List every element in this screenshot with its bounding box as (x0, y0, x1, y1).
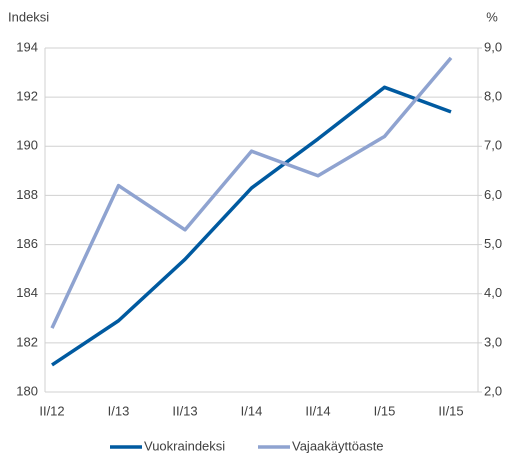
y2-tick-label: 7,0 (484, 138, 502, 153)
y2-axis-label: % (486, 9, 498, 24)
y2-tick-label: 5,0 (484, 236, 502, 251)
y2-tick-label: 6,0 (484, 187, 502, 202)
y-axis-label: Indeksi (8, 9, 49, 24)
y2-tick-label: 8,0 (484, 89, 502, 104)
legend-label: Vuokraindeksi (144, 438, 225, 453)
y2-tick-label: 9,0 (484, 39, 502, 54)
y-tick-label: 194 (16, 39, 38, 54)
legend-label: Vajaakäyttöaste (292, 438, 384, 453)
y-tick-label: 190 (16, 138, 38, 153)
x-tick-label: I/13 (108, 403, 130, 418)
x-tick-label: II/14 (305, 403, 330, 418)
x-tick-label: II/12 (39, 403, 64, 418)
x-tick-label: II/15 (438, 403, 463, 418)
y-tick-label: 192 (16, 89, 38, 104)
y-tick-label: 184 (16, 285, 38, 300)
y2-tick-label: 3,0 (484, 334, 502, 349)
y2-tick-label: 2,0 (484, 383, 502, 398)
y-tick-label: 180 (16, 383, 38, 398)
x-tick-label: I/15 (374, 403, 396, 418)
y-tick-label: 182 (16, 334, 38, 349)
series-line (51, 85, 452, 367)
y2-tick-label: 4,0 (484, 285, 502, 300)
series-line (50, 56, 453, 329)
x-tick-label: I/14 (241, 403, 263, 418)
y-tick-label: 186 (16, 236, 38, 251)
x-tick-label: II/13 (172, 403, 197, 418)
y-tick-label: 188 (16, 187, 38, 202)
